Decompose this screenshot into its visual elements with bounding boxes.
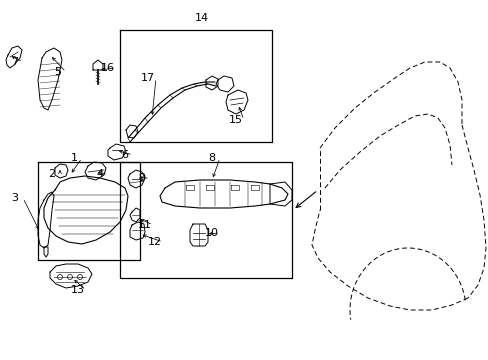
Text: 10: 10 (204, 228, 219, 238)
Text: 6: 6 (121, 150, 128, 160)
Text: 4: 4 (96, 169, 103, 179)
Text: 11: 11 (138, 220, 152, 230)
Text: 16: 16 (101, 63, 115, 73)
Text: 8: 8 (208, 153, 215, 163)
Text: 9: 9 (138, 173, 145, 183)
Text: 14: 14 (195, 13, 209, 23)
Text: 1: 1 (70, 153, 77, 163)
Text: 13: 13 (71, 285, 85, 295)
Text: 12: 12 (148, 237, 162, 247)
Text: 15: 15 (228, 115, 243, 125)
Text: 7: 7 (11, 57, 19, 67)
Text: 3: 3 (12, 193, 19, 203)
Text: 2: 2 (48, 169, 56, 179)
Text: 17: 17 (141, 73, 155, 83)
Text: 5: 5 (54, 67, 61, 77)
